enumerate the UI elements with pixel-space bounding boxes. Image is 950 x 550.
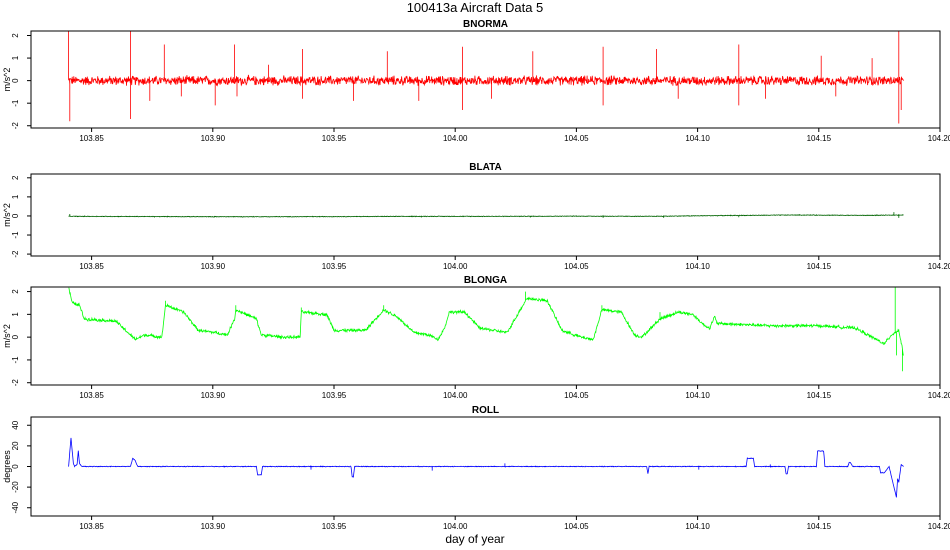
x-tick-label: 104.15 [807, 391, 832, 400]
x-tick-label: 103.90 [201, 522, 226, 531]
x-tick-label: 104.20 [928, 522, 950, 531]
y-tick-label: -1 [11, 231, 20, 239]
x-tick-label: 104.20 [928, 134, 950, 143]
x-tick-label: 104.00 [443, 262, 468, 271]
y-tick-label: 1 [11, 312, 20, 317]
y-tick-label: -2 [11, 379, 20, 387]
figure-title: 100413a Aircraft Data 5 [407, 0, 544, 15]
y-tick-label: -1 [11, 356, 20, 364]
y-tick-label: -1 [11, 99, 20, 107]
x-tick-label: 104.20 [928, 262, 950, 271]
y-tick-label: 2 [11, 33, 20, 38]
x-tick-label: 104.05 [564, 134, 589, 143]
x-tick-label: 103.95 [322, 522, 347, 531]
x-tick-label: 104.05 [564, 391, 589, 400]
y-axis-label: degrees [2, 450, 12, 483]
x-tick-label: 103.90 [201, 134, 226, 143]
x-tick-label: 103.85 [79, 522, 104, 531]
plot-frame [30, 173, 941, 257]
series-line-blonga [68, 287, 904, 372]
panel-title: BNORMA [463, 19, 508, 30]
x-axis-label: day of year [445, 532, 504, 546]
y-tick-label: 0 [11, 334, 20, 339]
x-tick-label: 104.10 [685, 262, 710, 271]
series-line-blata [68, 212, 904, 218]
x-tick-label: 104.10 [685, 134, 710, 143]
panel-bnorma: BNORMA m/s^2 103.85 103.90 103.95 104.00 104.0… [2, 19, 950, 143]
panel-blata: BLATA m/s^2 103.85 103.90 103.95 104.00 104.05… [2, 162, 950, 271]
x-tick-label: 103.95 [322, 134, 347, 143]
y-axis-label: m/s^2 [2, 324, 12, 348]
x-tick-label: 104.20 [928, 391, 950, 400]
x-tick-label: 103.85 [79, 262, 104, 271]
series-line-roll [68, 437, 904, 498]
y-axis-label: m/s^2 [2, 203, 12, 227]
x-tick-label: 103.90 [201, 391, 226, 400]
x-tick-label: 103.85 [79, 391, 104, 400]
y-tick-label: 1 [11, 55, 20, 60]
panel-title: BLATA [469, 162, 501, 173]
x-tick-label: 103.95 [322, 262, 347, 271]
x-tick-label: 104.15 [807, 262, 832, 271]
panel-blonga: BLONGA m/s^2 103.85 103.90 103.95 104.00 104.0… [2, 275, 950, 400]
y-tick-label: 0 [11, 213, 20, 218]
y-tick-label: -2 [11, 122, 20, 130]
y-tick-label: 0 [11, 464, 20, 469]
y-tick-label: 1 [11, 194, 20, 199]
x-tick-label: 104.00 [443, 134, 468, 143]
y-tick-label: -20 [11, 481, 20, 493]
x-tick-label: 104.15 [807, 134, 832, 143]
y-tick-label: 20 [11, 441, 20, 450]
x-tick-label: 103.85 [79, 134, 104, 143]
x-tick-label: 104.00 [443, 391, 468, 400]
plot-frame [30, 30, 941, 129]
x-tick-label: 104.00 [443, 522, 468, 531]
y-axis-label: m/s^2 [2, 68, 12, 92]
x-tick-label: 103.90 [201, 262, 226, 271]
x-tick-label: 104.05 [564, 522, 589, 531]
series-line-bnorma [68, 31, 904, 124]
x-tick-label: 104.10 [685, 522, 710, 531]
y-tick-label: 40 [11, 420, 20, 429]
y-tick-label: 2 [11, 175, 20, 180]
x-tick-label: 104.15 [807, 522, 832, 531]
panel-title: ROLL [472, 405, 499, 416]
y-tick-label: 0 [11, 78, 20, 83]
panel-roll: ROLL degrees 103.85 103.90 103.95 104.00 104.0… [2, 405, 950, 531]
plot-frame [30, 286, 941, 386]
x-tick-label: 104.10 [685, 391, 710, 400]
y-tick-label: -2 [11, 250, 20, 258]
panel-title: BLONGA [464, 275, 507, 286]
y-tick-label: -40 [11, 501, 20, 513]
y-tick-label: 2 [11, 289, 20, 294]
x-tick-label: 104.05 [564, 262, 589, 271]
x-tick-label: 103.95 [322, 391, 347, 400]
